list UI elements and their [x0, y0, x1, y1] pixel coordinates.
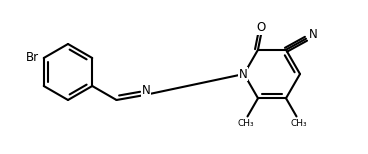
- Text: CH₃: CH₃: [290, 120, 307, 128]
- Text: N: N: [142, 84, 151, 97]
- Text: Br: Br: [26, 51, 39, 63]
- Text: CH₃: CH₃: [237, 120, 254, 128]
- Text: O: O: [256, 21, 266, 34]
- Text: N: N: [238, 67, 247, 81]
- Text: N: N: [309, 28, 317, 41]
